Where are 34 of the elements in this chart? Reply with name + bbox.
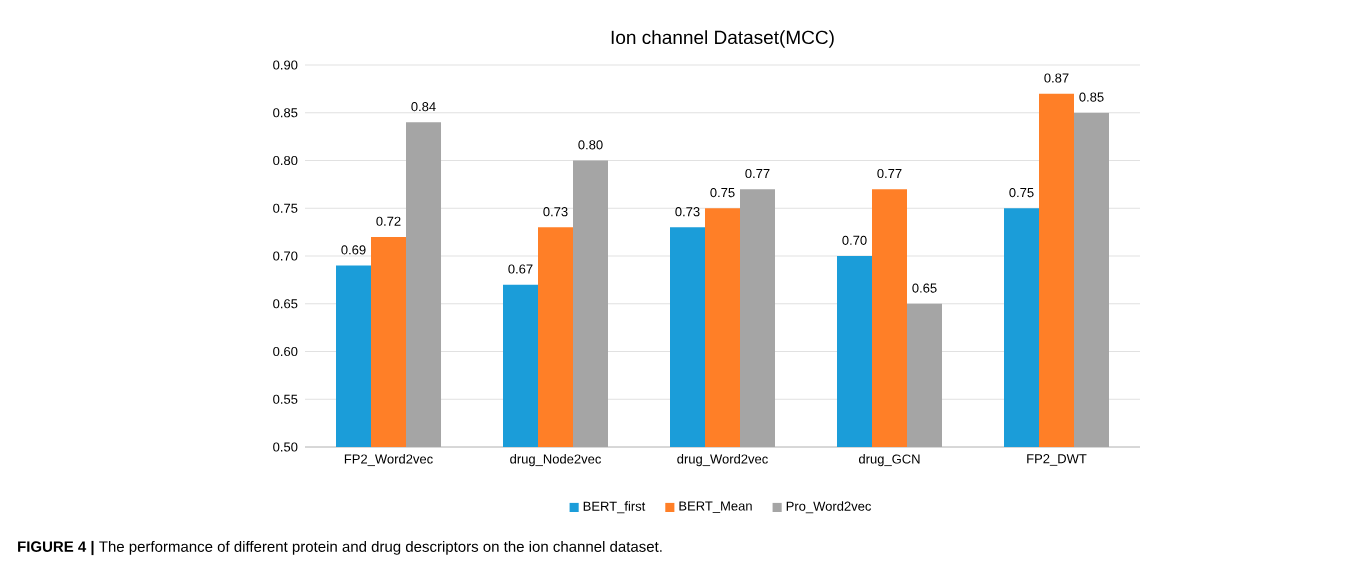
y-tick-label: 0.60 <box>273 346 298 357</box>
x-tick-label: FP2_Word2vec <box>344 454 433 467</box>
data-label: 0.75 <box>710 188 735 198</box>
data-label: 0.75 <box>1009 188 1034 198</box>
x-tick-label: drug_GCN <box>858 454 920 467</box>
x-tick-label: drug_Node2vec <box>510 454 602 467</box>
y-tick-label: 0.90 <box>273 60 298 70</box>
legend-label: BERT_first <box>583 501 646 514</box>
legend-label: BERT_Mean <box>679 501 752 513</box>
y-tick-label: 0.80 <box>273 155 298 166</box>
data-label: 0.77 <box>877 168 902 179</box>
data-label: 0.77 <box>745 168 770 179</box>
data-label: 0.70 <box>842 235 867 245</box>
data-label: 0.73 <box>543 207 568 217</box>
text: FIGURE 4 | The performance of different protein and drug descriptors on the ion channel dataset. <box>18 540 662 556</box>
data-label: 0.73 <box>675 207 700 217</box>
y-tick-label: 0.85 <box>273 108 298 118</box>
x-tick-label: drug_Word2vec <box>677 454 768 467</box>
data-label: 0.67 <box>508 264 533 274</box>
y-tick-label: 0.65 <box>273 299 298 309</box>
data-label: 0.65 <box>912 283 937 293</box>
y-tick-label: 0.55 <box>273 394 298 404</box>
y-tick-label: 0.70 <box>273 251 298 261</box>
legend-label: Pro_Word2vec <box>786 501 872 514</box>
data-label: 0.80 <box>578 140 603 150</box>
y-tick-label: 0.75 <box>273 203 298 213</box>
data-label: 0.84 <box>411 102 436 112</box>
chart-title: Ion channel Dataset(MCC) <box>611 30 834 48</box>
x-tick-label: FP2_DWT <box>1027 454 1087 466</box>
data-label: 0.72 <box>376 216 401 226</box>
data-label: 0.85 <box>1079 92 1104 102</box>
data-label: 0.69 <box>341 245 366 255</box>
y-tick-label: 0.50 <box>273 442 298 452</box>
data-label: 0.87 <box>1044 73 1069 83</box>
